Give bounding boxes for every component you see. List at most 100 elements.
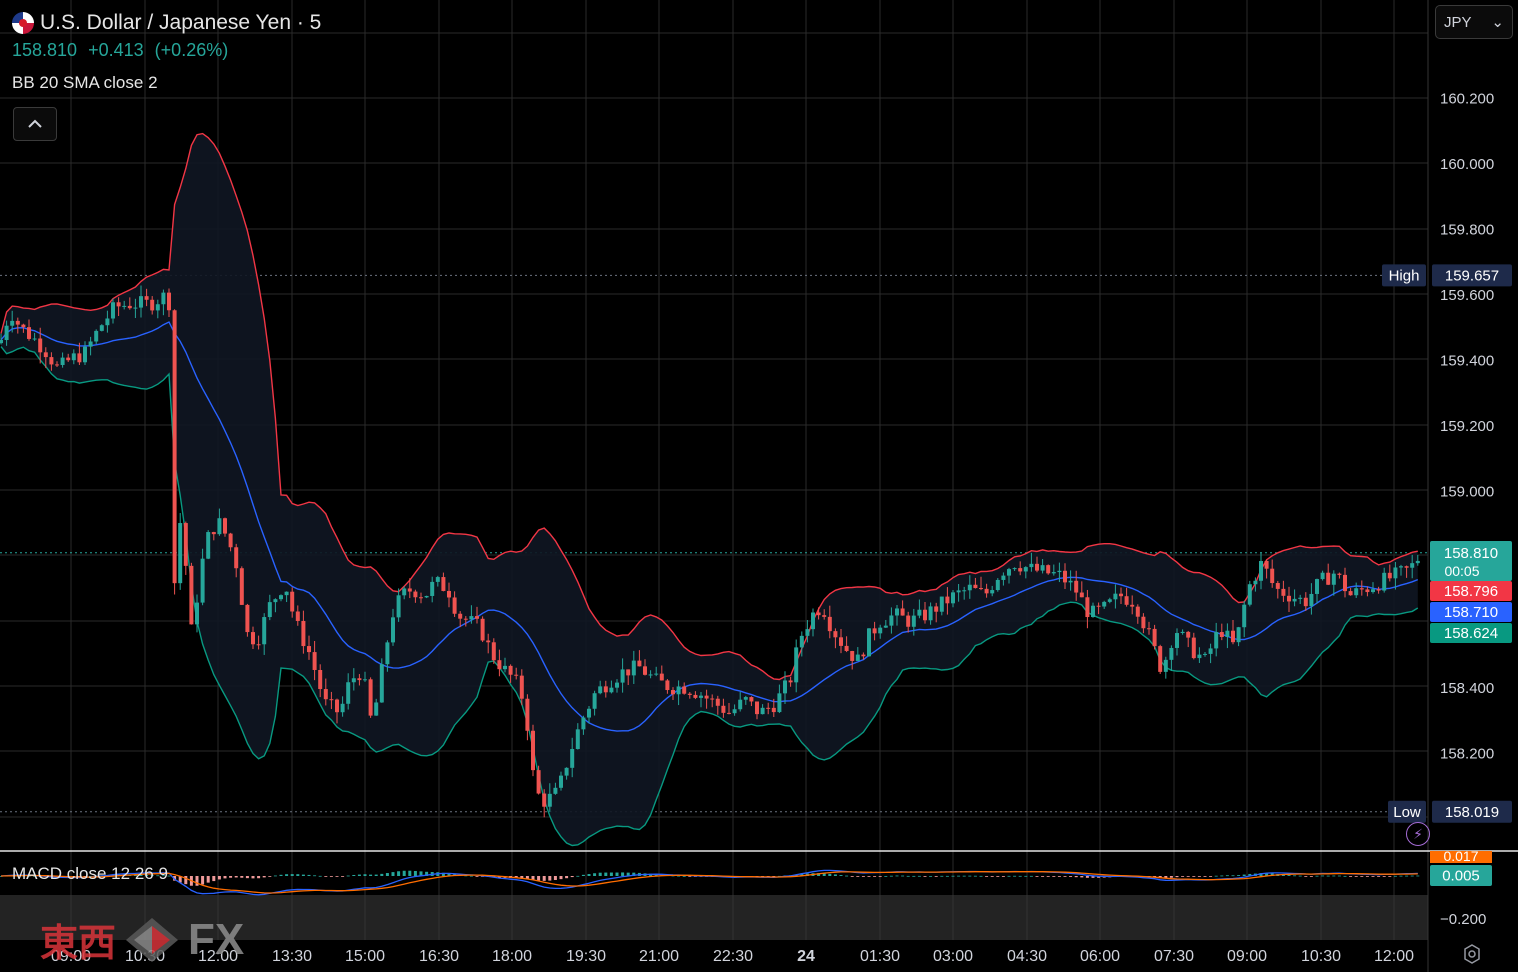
candle [1415, 560, 1420, 564]
candle [200, 558, 205, 603]
candle [519, 675, 524, 699]
macd-histogram-bar [447, 873, 451, 876]
candle [413, 591, 418, 598]
candle [172, 310, 177, 584]
candle [111, 302, 115, 319]
macd-histogram-bar [1337, 875, 1341, 877]
candle [1158, 646, 1163, 672]
candle [643, 666, 647, 675]
candle [290, 591, 295, 612]
candle [816, 612, 821, 616]
candle [122, 305, 127, 307]
macd-histogram-bar [548, 876, 552, 881]
bb-upper-tag: 158.796 [1444, 583, 1498, 600]
candle [458, 613, 463, 619]
bollinger-bands [0, 132, 1419, 847]
time-axis-label: 09:00 [51, 948, 91, 965]
candle [687, 693, 692, 695]
candle [346, 682, 351, 704]
time-axis-label: 12:00 [1374, 948, 1414, 965]
candle [514, 674, 519, 676]
symbol-title[interactable]: U.S. Dollar / Japanese Yen · 5 [40, 11, 322, 34]
candle [1141, 616, 1146, 629]
candle [1387, 572, 1392, 579]
candle [592, 693, 597, 709]
candle [1303, 597, 1308, 607]
candle [659, 673, 664, 681]
candle [1175, 633, 1179, 648]
candle [441, 577, 446, 591]
macd-histogram-bar [301, 874, 305, 876]
candle [827, 616, 832, 632]
candle [889, 615, 894, 626]
price-tick-label: 159.800 [1440, 222, 1494, 239]
candle [503, 665, 507, 670]
candle [273, 599, 278, 603]
bb-fill [1, 133, 1418, 846]
candle [598, 686, 603, 694]
candle [1231, 630, 1235, 643]
macd-histogram-bar [979, 875, 983, 877]
candle [66, 357, 71, 361]
last-price: 158.810 [12, 40, 78, 60]
candle [234, 547, 239, 569]
macd-histogram-bar [828, 873, 832, 876]
candle [38, 338, 43, 353]
macd-histogram-bar [83, 876, 87, 877]
price-change-row: 158.810 +0.413 (+0.26%) [12, 40, 321, 61]
countdown-tag: 00:05 [1444, 563, 1479, 579]
bb-indicator-label[interactable]: BB 20 SMA close 2 [12, 73, 158, 92]
macd-histogram-bar [1018, 875, 1022, 877]
macd-histogram-bar [1242, 874, 1246, 876]
collapse-legend-button[interactable] [13, 107, 57, 141]
gear-icon[interactable] [1462, 944, 1482, 964]
candle [435, 577, 440, 582]
candle [1331, 573, 1336, 585]
macd-histogram-bar [934, 876, 938, 877]
candle [620, 669, 625, 683]
macd-histogram-bar [688, 876, 692, 877]
macd-histogram-bar [1041, 876, 1045, 877]
candle [340, 703, 345, 713]
macd-histogram-bar [1024, 875, 1028, 877]
macd-histogram-bar [1074, 876, 1078, 878]
macd-histogram-bar [363, 874, 367, 876]
macd-histogram-bar [329, 876, 333, 877]
candle [531, 730, 535, 771]
macd-histogram-bar [940, 875, 944, 877]
macd-histogram-bar [346, 875, 350, 877]
candle [396, 595, 401, 618]
macd-histogram-bar [1287, 875, 1291, 876]
macd-histogram-bar [1013, 875, 1017, 877]
candle [1012, 568, 1017, 570]
candles [0, 285, 1420, 818]
candle [407, 588, 412, 592]
candle [1147, 628, 1151, 630]
macd-histogram-bar [1063, 876, 1067, 877]
currency-selector[interactable]: JPY ⌄ [1435, 5, 1513, 39]
bb-basis-tag-bg [1430, 602, 1512, 622]
lightning-icon[interactable]: ⚡ [1406, 822, 1430, 846]
macd-histogram-bar [951, 875, 955, 877]
candle [228, 533, 233, 548]
macd-indicator-label[interactable]: MACD close 12 26 9 [12, 864, 168, 883]
macd-histogram-bar [553, 876, 557, 880]
candle [1376, 589, 1381, 591]
candle [189, 565, 194, 625]
candle [855, 654, 860, 661]
macd-histogram-bar [391, 872, 395, 876]
candle [1399, 566, 1403, 568]
candle [665, 680, 670, 691]
candle [721, 705, 726, 713]
candle [1119, 593, 1123, 597]
macd-histogram-bar [33, 875, 37, 877]
macd-histogram-bar [531, 876, 535, 880]
macd-histogram-bar [1181, 876, 1185, 877]
candle [486, 640, 491, 643]
macd-histogram-bar [542, 876, 546, 881]
signal-value-tag-bg [1430, 865, 1492, 886]
price-tick-label: 159.600 [1440, 287, 1494, 304]
candle [906, 615, 911, 627]
candle [368, 679, 373, 716]
